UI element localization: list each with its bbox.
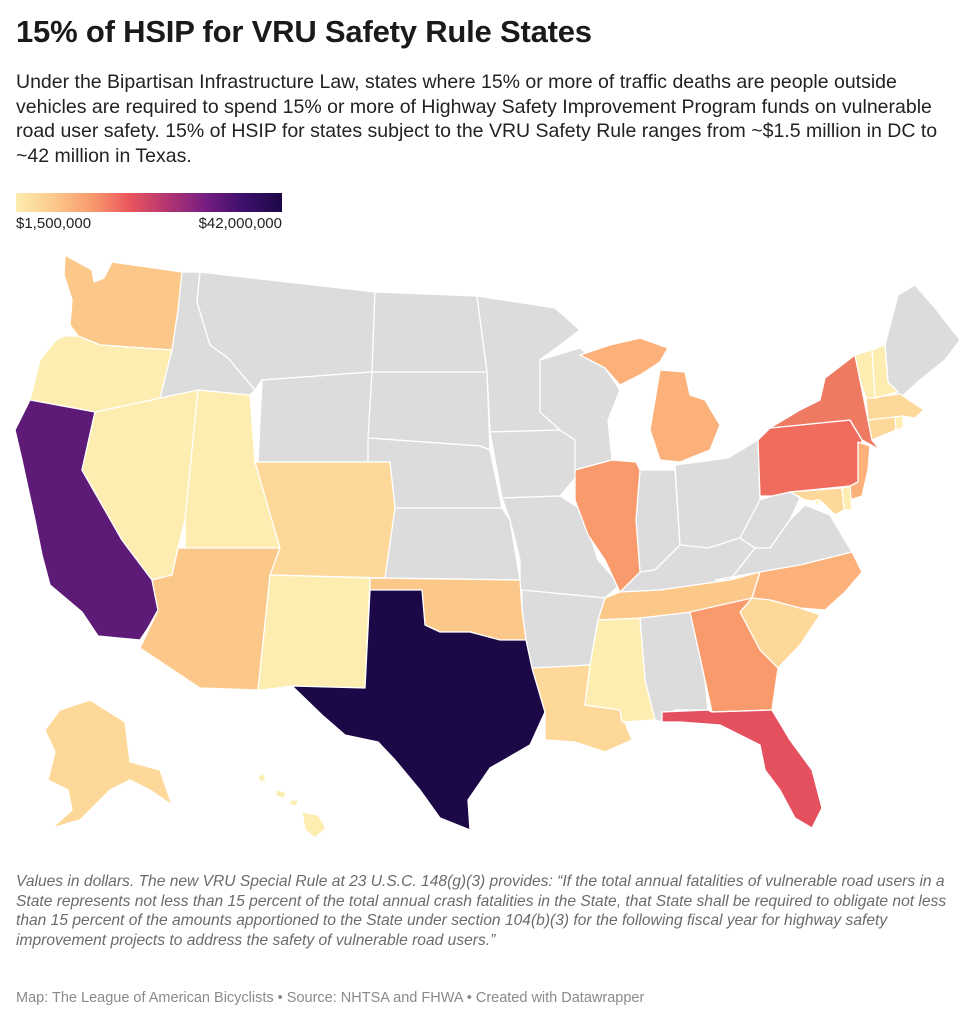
state-washington[interactable] [63,254,183,351]
state-mississippi[interactable] [584,617,656,723]
state-iowa[interactable] [489,429,583,499]
state-new-mexico[interactable] [257,574,371,691]
state-maine[interactable] [884,284,961,401]
state-kansas[interactable] [384,507,521,581]
color-legend: $1,500,000 $42,000,000 [16,193,282,232]
state-vermont[interactable] [854,349,876,399]
state-alaska[interactable] [44,699,173,829]
state-new-hampshire[interactable] [871,344,899,399]
chart-subtitle: Under the Bipartisan Infrastructure Law,… [16,71,938,167]
state-texas[interactable] [291,589,546,831]
state-dc[interactable] [814,499,821,506]
state-south-dakota[interactable] [367,371,491,451]
state-hawaii-big-island[interactable] [301,811,327,839]
state-massachusetts[interactable] [865,393,925,421]
state-florida[interactable] [661,709,823,829]
state-colorado[interactable] [254,461,396,579]
state-georgia[interactable] [689,597,779,713]
state-michigan-upper[interactable] [579,337,669,386]
state-new-york[interactable] [769,354,881,451]
us-choropleth-map [14,254,961,839]
state-new-jersey[interactable] [849,441,871,501]
legend-max-label: $42,000,000 [198,215,282,232]
state-rhode-island[interactable] [894,415,904,431]
chart-source: Map: The League of American Bicyclists •… [16,990,645,1006]
state-michigan-lower[interactable] [649,369,721,463]
state-maryland[interactable] [789,487,845,516]
state-north-dakota[interactable] [371,291,488,373]
state-missouri[interactable] [501,495,621,599]
chart-notes: Values in dollars. The new VRU Special R… [16,873,947,949]
legend-min-label: $1,500,000 [16,215,92,232]
state-illinois[interactable] [574,459,641,593]
state-hawaii-islands[interactable] [257,773,299,807]
state-pennsylvania[interactable] [757,419,863,497]
chart-title: 15% of HSIP for VRU Safety Rule States [16,14,592,49]
state-wyoming[interactable] [257,371,373,463]
legend-gradient-bar [16,193,282,212]
